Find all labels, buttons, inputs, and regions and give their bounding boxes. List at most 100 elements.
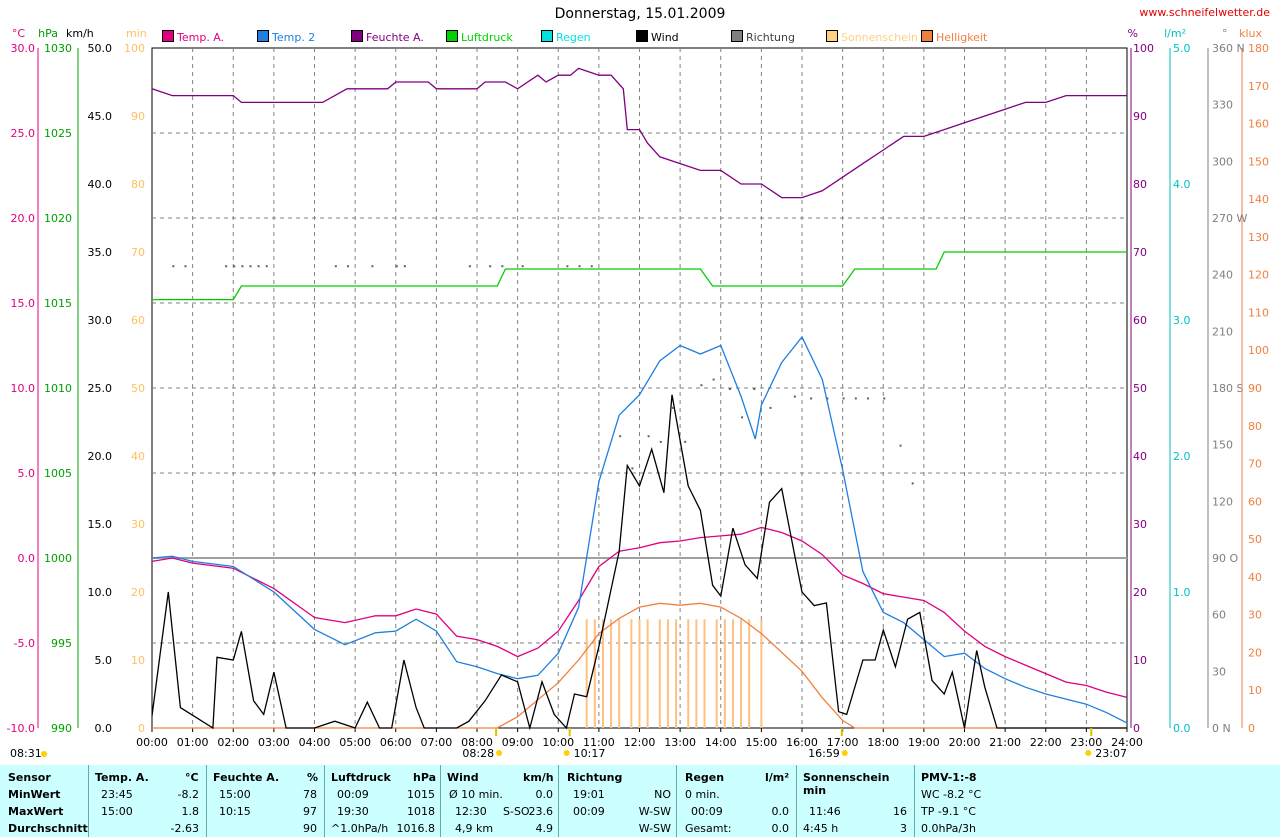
legend-swatch xyxy=(921,30,933,42)
footer-pmv-tp: TP -9.1 °C xyxy=(921,805,976,818)
footer-direction-max-time: 00:09 xyxy=(573,805,605,818)
x-tick-label: 23:00 xyxy=(1071,736,1103,749)
axis-tick-klux: 90 xyxy=(1248,382,1262,395)
footer-humidity-unit: % xyxy=(307,771,319,784)
legend-label: Temp. 2 xyxy=(272,31,316,44)
axis-tick-sunmin: 10 xyxy=(131,654,145,667)
legend-label: Luftdruck xyxy=(461,31,513,44)
x-tick-label: 00:00 xyxy=(136,736,168,749)
x-tick-label: 24:00 xyxy=(1111,736,1143,749)
axis-tick-humidity: 80 xyxy=(1133,178,1147,191)
x-tick-label: 01:00 xyxy=(177,736,209,749)
axis-tick-pressure: 1030 xyxy=(44,42,72,55)
direction-dot xyxy=(233,265,236,268)
footer-col-temp: Temp. A. °C 23:45 -8.2 15:00 1.8 -2.63 xyxy=(88,765,207,837)
axis-tick-wind: 40.0 xyxy=(88,178,113,191)
x-tick-label: 15:00 xyxy=(746,736,778,749)
footer-sensor-header: Sensor xyxy=(8,771,51,784)
axis-tick-sunmin: 30 xyxy=(131,518,145,531)
x-tick-label: 17:00 xyxy=(827,736,859,749)
direction-dot xyxy=(241,265,244,268)
footer-max-label: MaxWert xyxy=(8,805,64,818)
corner-time-label: 08:31 xyxy=(10,747,42,760)
axis-tick-klux: 140 xyxy=(1248,193,1269,206)
x-tick-label: 19:00 xyxy=(908,736,940,749)
axis-tick-klux: 120 xyxy=(1248,269,1269,282)
direction-dot xyxy=(684,440,687,443)
axis-tick-pressure: 1020 xyxy=(44,212,72,225)
footer-wind-header: Wind xyxy=(447,771,479,784)
footer-pressure-header: Luftdruck xyxy=(331,771,391,784)
legend-swatch xyxy=(826,30,838,42)
footer-sun-max-time: 11:46 xyxy=(809,805,841,818)
legend-swatch xyxy=(731,30,743,42)
stats-footer: Sensor MinWert MaxWert Durchschnitt Temp… xyxy=(0,765,1280,837)
legend-label: Wind xyxy=(651,31,679,44)
axis-tick-sunmin: 90 xyxy=(131,110,145,123)
axis-tick-wind: 5.0 xyxy=(95,654,113,667)
axis-tick-temp: -10.0 xyxy=(7,722,35,735)
footer-temp-max: 1.8 xyxy=(181,805,200,818)
axis-tick-direction: 150 xyxy=(1212,439,1233,452)
footer-pmv-header: PMV-1:-8 xyxy=(921,771,977,784)
direction-dot xyxy=(854,397,857,400)
axis-tick-humidity: 30 xyxy=(1133,518,1147,531)
x-tick-label: 14:00 xyxy=(705,736,737,749)
axis-tick-humidity: 100 xyxy=(1133,42,1154,55)
sun-marker-label: 16:59 xyxy=(808,747,840,760)
axis-tick-humidity: 50 xyxy=(1133,382,1147,395)
legend-item-temp-2: Temp. 2 xyxy=(257,30,315,44)
direction-dot xyxy=(659,440,662,443)
footer-sun-header: Sonnenschein min xyxy=(803,771,890,797)
footer-col-sensor: Sensor MinWert MaxWert Durchschnitt xyxy=(0,765,88,837)
footer-sun-max: 16 xyxy=(893,805,907,818)
footer-wind-max-dir: S-SO xyxy=(503,805,530,818)
axis-tick-direction: 210 xyxy=(1212,325,1233,338)
legend-label: Temp. A. xyxy=(177,31,225,44)
axis-tick-humidity: 70 xyxy=(1133,246,1147,259)
x-tick-label: 03:00 xyxy=(258,736,290,749)
x-tick-label: 22:00 xyxy=(1030,736,1062,749)
footer-temp-header: Temp. A. xyxy=(95,771,149,784)
axis-tick-temp: 10.0 xyxy=(11,382,36,395)
footer-pressure-max: 1018 xyxy=(407,805,435,818)
direction-dot xyxy=(741,416,744,419)
axis-tick-direction: 90 O xyxy=(1212,552,1238,565)
legend-item-wind: Wind xyxy=(636,30,679,44)
footer-direction-avg: W-SW xyxy=(638,822,671,835)
x-tick-label: 10:00 xyxy=(542,736,574,749)
site-link[interactable]: www.schneifelwetter.de xyxy=(1139,6,1270,19)
x-tick-label: 07:00 xyxy=(421,736,453,749)
direction-dot xyxy=(883,397,886,400)
axis-tick-direction: 270 W xyxy=(1212,212,1247,225)
legend-item-regen: Regen xyxy=(541,30,591,44)
footer-temp-min: -8.2 xyxy=(177,788,199,801)
axis-tick-wind: 10.0 xyxy=(88,586,113,599)
x-tick-label: 02:00 xyxy=(217,736,249,749)
footer-humidity-max: 97 xyxy=(303,805,317,818)
direction-dot xyxy=(826,397,829,400)
axis-tick-wind: 45.0 xyxy=(88,110,113,123)
sun-marker-label: 10:17 xyxy=(574,747,606,760)
legend: Temp. A. Temp. 2 Feuchte A. Luftdruck Regen W… xyxy=(0,30,1280,46)
axis-unit-label: °C xyxy=(12,27,26,40)
x-tick-label: 20:00 xyxy=(949,736,981,749)
legend-swatch xyxy=(636,30,648,42)
footer-col-direction: Richtung 19:01 NO 00:09 W-SW W-SW xyxy=(558,765,677,837)
axis-tick-pressure: 1015 xyxy=(44,297,72,310)
axis-tick-sunmin: 70 xyxy=(131,246,145,259)
axis-tick-pressure: 990 xyxy=(51,722,72,735)
series-line-temp-a xyxy=(151,526,1128,699)
axis-tick-klux: 10 xyxy=(1248,684,1262,697)
x-tick-label: 04:00 xyxy=(299,736,331,749)
axis-tick-wind: 15.0 xyxy=(88,518,113,531)
footer-sun-avg: 3 xyxy=(900,822,907,835)
axis-tick-temp: 0.0 xyxy=(18,552,36,565)
axis-tick-sunmin: 100 xyxy=(124,42,145,55)
footer-direction-max: W-SW xyxy=(638,805,671,818)
axis-tick-sunmin: 80 xyxy=(131,178,145,191)
axis-tick-temp: -5.0 xyxy=(14,637,35,650)
footer-avg-label: Durchschnitt xyxy=(8,822,88,835)
footer-wind-max: 23.6 xyxy=(528,805,554,818)
axis-tick-rain: 4.0 xyxy=(1173,178,1191,191)
